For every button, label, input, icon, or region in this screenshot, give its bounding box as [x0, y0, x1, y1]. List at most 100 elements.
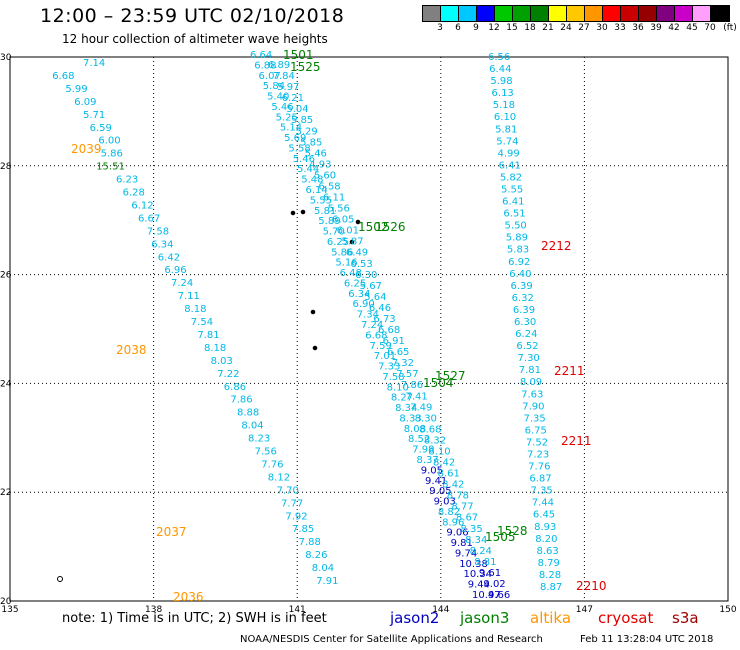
wave-height-value: 6.92: [508, 257, 530, 268]
lon-tick-label: 147: [576, 605, 593, 615]
wave-height-value: 5.82: [500, 172, 522, 183]
wave-height-value: 7.30: [518, 353, 540, 364]
wave-height-value: 4.99: [497, 148, 519, 159]
wave-height-value: 7.81: [197, 330, 219, 341]
legend-label: 45: [686, 23, 698, 33]
wave-height-value: 7.34: [357, 310, 379, 321]
wave-height-value: 8.33: [399, 413, 421, 424]
pass-label-altika: 2037: [156, 525, 187, 539]
wave-height-value: 5.74: [496, 136, 518, 147]
footer-note: note: 1) Time is in UTC; 2) SWH is in fe…: [62, 611, 327, 626]
wave-height-value: 7.76: [528, 462, 550, 473]
wave-height-value: 9.05: [421, 465, 443, 476]
wave-height-value: 5.64: [364, 292, 386, 303]
wave-height-value: 8.81: [474, 557, 496, 568]
wave-height-value: 7.85: [292, 524, 314, 535]
wave-height-value: 5.18: [493, 100, 515, 111]
wave-height-value: 7.41: [406, 391, 428, 402]
wave-height-value: 6.05: [332, 215, 354, 226]
wave-height-value: 8.82: [438, 507, 460, 518]
wave-height-value: 5.44: [297, 164, 319, 175]
legend-swatch: [693, 6, 711, 21]
wave-height-value: 6.11: [323, 193, 345, 204]
pass-label-jason3: 1505: [485, 530, 516, 544]
wave-height-value: 7.24: [361, 320, 383, 331]
wave-height-value: 7.76: [261, 459, 283, 470]
wave-height-value: 6.30: [514, 317, 536, 328]
legend-swatch: [585, 6, 603, 21]
wave-height-value: 7.59: [370, 341, 392, 352]
wave-height-value: 8.67: [456, 513, 478, 524]
wave-height-value: 6.86: [224, 382, 246, 393]
wave-height-value: 8.28: [539, 570, 561, 581]
wave-height-value: 6.25: [344, 278, 366, 289]
pass-label-jason3: 1504: [423, 376, 454, 390]
wave-height-value: 5.55: [501, 185, 523, 196]
wave-height-value: 6.24: [515, 329, 537, 340]
wave-height-value: 7.88: [299, 537, 321, 548]
wave-height-value: 6.13: [492, 88, 514, 99]
wave-height-value: 6.45: [533, 510, 555, 521]
wave-height-value: 5.58: [288, 143, 310, 154]
wave-height-value: 6.42: [158, 252, 180, 263]
wave-height-value: 6.89: [268, 60, 290, 71]
wave-height-value: 5.89: [318, 216, 340, 227]
wave-height-value: 8.42: [433, 458, 455, 469]
legend-cryosat: cryosat: [598, 609, 654, 627]
wave-height-value: 5.98: [490, 76, 512, 87]
legend-label: 39: [650, 23, 662, 33]
wave-height-value: 5.81: [314, 206, 336, 217]
wave-height-value: 6.46: [369, 303, 391, 314]
legend-swatch: [495, 6, 513, 21]
wave-height-value: 6.52: [516, 341, 538, 352]
island-marker: [310, 309, 316, 315]
legend-label: 6: [455, 23, 461, 33]
wave-height-value: 8.10: [387, 382, 409, 393]
legend-swatch: [477, 6, 495, 21]
pass-label-cryosat: 2211: [561, 434, 592, 448]
wave-height-value: 5.40: [267, 92, 289, 103]
wave-height-value: 6.30: [355, 270, 377, 281]
wave-height-value: 6.00: [98, 136, 120, 147]
legend-label: 24: [560, 23, 572, 33]
wave-height-value: 5.14: [280, 123, 302, 134]
legend-label: 27: [578, 23, 590, 33]
page-subtitle: 12 hour collection of altimeter wave hei…: [62, 32, 328, 46]
legend-label: 9: [473, 23, 479, 33]
wave-height-value: 8.34: [395, 403, 417, 414]
pass-label-jason3: 1527: [435, 369, 466, 383]
legend-label: (ft): [723, 23, 737, 33]
wave-height-value: 9.66: [488, 590, 510, 601]
legend-swatch: [657, 6, 675, 21]
wave-height-value: 8.30: [415, 413, 437, 424]
page-title: 12:00 – 23:59 UTC 02/10/2018: [40, 5, 345, 27]
wave-height-value: 7.77: [281, 498, 303, 509]
wave-height-value: 6.25: [327, 237, 349, 248]
wave-height-value: 7.58: [382, 372, 404, 383]
wave-height-value: 8.42: [442, 480, 464, 491]
lat-tick-label: 30: [0, 53, 12, 63]
legend-swatch: [531, 6, 549, 21]
legend-swatch: [513, 6, 531, 21]
wave-height-value: 6.12: [131, 200, 153, 211]
wave-height-value: 5.99: [65, 84, 87, 95]
wave-height-value: 6.07: [259, 71, 281, 82]
island-marker: [57, 576, 63, 582]
map-frame: [9, 56, 729, 602]
legend-s3a: s3a: [672, 609, 699, 627]
wave-height-value: 5.69: [284, 133, 306, 144]
wave-height-value: 7.92: [285, 511, 307, 522]
wave-height-value: 7.54: [191, 317, 213, 328]
wave-height-value: 5.86: [331, 247, 353, 258]
wave-height-value: 8.20: [535, 534, 557, 545]
lon-tick-label: 150: [719, 605, 736, 615]
wave-height-value: 8.34: [465, 535, 487, 546]
wave-height-value: 7.35: [531, 486, 553, 497]
wave-height-value: 8.03: [211, 356, 233, 367]
island-marker: [312, 345, 318, 351]
wave-height-value: 8.77: [451, 502, 473, 513]
wave-height-value: 7.24: [171, 278, 193, 289]
wave-height-value: 6.67: [138, 213, 160, 224]
footer-timestamp: Feb 11 13:28:04 UTC 2018: [580, 634, 714, 645]
